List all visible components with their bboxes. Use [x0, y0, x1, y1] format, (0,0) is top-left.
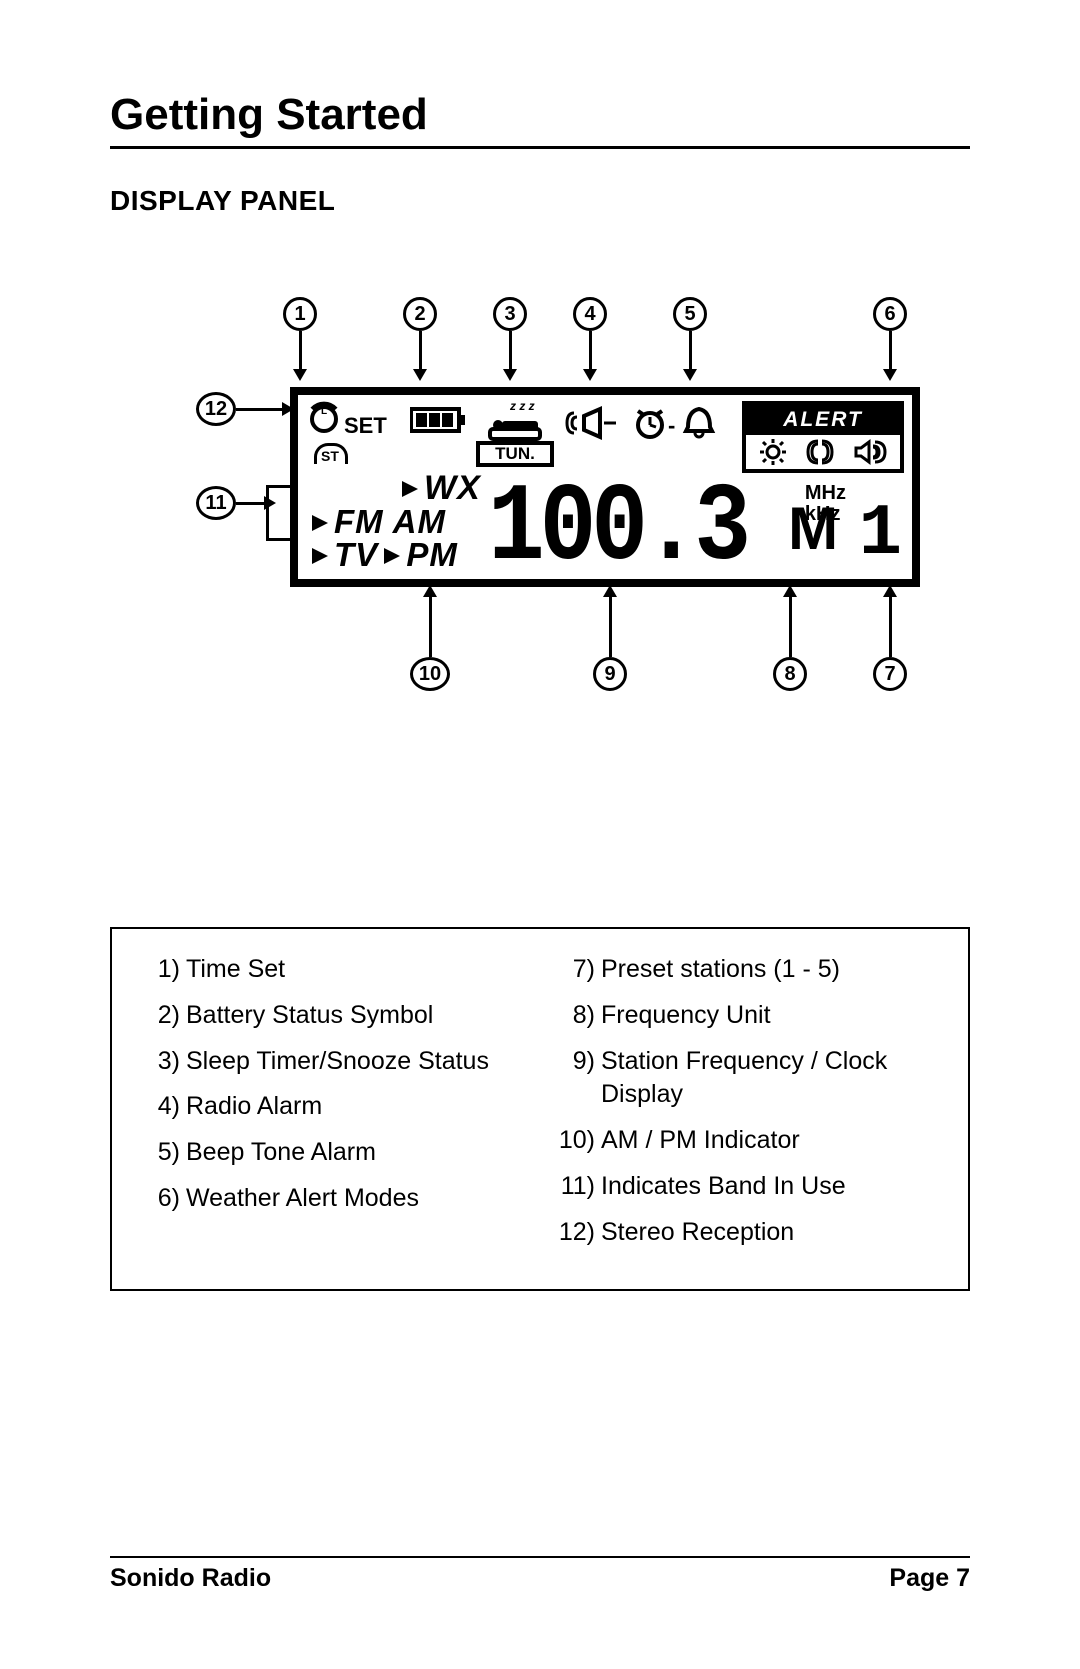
page-footer: Sonido Radio Page 7 [110, 1556, 970, 1593]
preset-indicator: M 1 [788, 493, 902, 575]
callout-5: 5 [673, 297, 707, 331]
legend-item-3: 3)Sleep Timer/Snooze Status [140, 1045, 525, 1079]
bell-icon [682, 405, 716, 441]
legend-item-11: 11)Indicates Band In Use [555, 1170, 940, 1204]
legend-column-left: 1)Time Set 2)Battery Status Symbol 3)Sleep… [140, 953, 525, 1261]
legend-item-7: 7)Preset stations (1 - 5) [555, 953, 940, 987]
bracket-11 [266, 485, 293, 541]
manual-page: Getting Started DISPLAY PANEL 123456 111… [0, 0, 1080, 1669]
legend-item-10: 10)AM / PM Indicator [555, 1124, 940, 1158]
alert-box: ALERT [742, 401, 904, 473]
callout-12: 12 [196, 392, 236, 426]
heading-rule [110, 146, 970, 149]
light-icon [759, 438, 787, 466]
legend-box: 1)Time Set 2)Battery Status Symbol 3)Sleep… [110, 927, 970, 1291]
stereo-icon: ST [312, 441, 352, 471]
lcd-display-outline: L SET z z z [290, 387, 920, 587]
callout-6: 6 [873, 297, 907, 331]
band-tv: TV [334, 536, 378, 573]
legend-item-5: 5)Beep Tone Alarm [140, 1136, 525, 1170]
siren-waves-icon [806, 438, 834, 466]
callout-10: 10 [410, 657, 450, 691]
legend-item-6: 6)Weather Alert Modes [140, 1182, 525, 1216]
alarm-clock-icon [632, 405, 668, 441]
sleep-icon [488, 415, 548, 443]
legend-item-12: 12)Stereo Reception [555, 1216, 940, 1250]
callout-3: 3 [493, 297, 527, 331]
battery-icon [410, 407, 470, 437]
callout-1: 1 [283, 297, 317, 331]
callout-7: 7 [873, 657, 907, 691]
band-fm: FM [334, 503, 384, 540]
callout-8: 8 [773, 657, 807, 691]
alert-mode-icons [746, 435, 900, 469]
set-label: SET [344, 413, 387, 439]
footer-right: Page 7 [889, 1564, 970, 1593]
section-subheading: DISPLAY PANEL [110, 185, 970, 217]
page-heading: Getting Started [110, 90, 970, 140]
speaker-waves-icon [853, 438, 887, 466]
legend-column-right: 7)Preset stations (1 - 5) 8)Frequency Uni… [555, 953, 940, 1261]
display-panel-diagram: 123456 1112 10987 L SET [110, 257, 970, 777]
callout-11: 11 [196, 486, 236, 520]
band-am: AM [393, 503, 446, 540]
band-wx: WX [424, 469, 481, 507]
band-indicator-stack: WX FM AM TV PM [312, 471, 481, 571]
footer-rule [110, 1556, 970, 1558]
footer-left: Sonido Radio [110, 1564, 271, 1593]
snooze-zzz: z z z [510, 399, 535, 413]
frequency-display: 100.3 [488, 467, 746, 592]
legend-item-9: 9)Station Frequency / Clock Display [555, 1045, 940, 1113]
legend-item-4: 4)Radio Alarm [140, 1090, 525, 1124]
callout-2: 2 [403, 297, 437, 331]
legend-item-1: 1)Time Set [140, 953, 525, 987]
legend-item-8: 8)Frequency Unit [555, 999, 940, 1033]
radio-alarm-icon [564, 405, 630, 441]
band-pm: PM [406, 536, 458, 573]
tun-label: TUN. [476, 441, 554, 467]
callout-4: 4 [573, 297, 607, 331]
svg-text:L: L [321, 406, 327, 417]
alert-label: ALERT [746, 405, 900, 435]
callout-9: 9 [593, 657, 627, 691]
legend-item-2: 2)Battery Status Symbol [140, 999, 525, 1033]
